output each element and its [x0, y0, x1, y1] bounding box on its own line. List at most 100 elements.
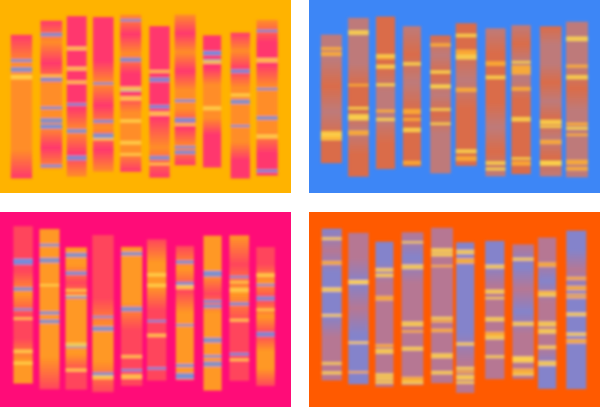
lane-body: [92, 235, 114, 393]
lane-band: [321, 237, 342, 240]
lane-band: [485, 161, 506, 165]
lane-band: [256, 87, 278, 91]
lane: [147, 239, 167, 381]
lane-band: [203, 271, 222, 277]
lane-band: [431, 248, 453, 253]
lane-band: [431, 320, 453, 323]
lane-band: [203, 304, 222, 308]
lane-band: [348, 116, 369, 121]
lane-band: [203, 270, 222, 274]
lane: [149, 26, 170, 178]
lane: [202, 35, 222, 168]
lane: [229, 235, 250, 381]
lane-band: [430, 70, 451, 74]
lane-band: [566, 75, 588, 80]
lane-band: [455, 156, 477, 161]
lane-band: [147, 333, 167, 337]
lane-band: [321, 362, 342, 365]
lane: [485, 28, 506, 177]
lane-band: [538, 361, 557, 366]
lane-body: [511, 25, 531, 175]
lane-band: [566, 36, 588, 42]
lane-band: [120, 57, 142, 62]
lane-body: [65, 247, 87, 390]
lane-band: [539, 119, 562, 125]
lane-band: [203, 337, 222, 343]
lane-band: [348, 107, 369, 110]
lane-band: [65, 296, 87, 299]
lane-band: [511, 61, 531, 64]
lane: [376, 16, 396, 170]
lane-band: [147, 273, 167, 277]
lane-band: [149, 70, 170, 73]
lane-band: [485, 334, 505, 340]
lane-band: [40, 124, 63, 129]
lane-band: [566, 133, 588, 137]
lane-band: [485, 355, 505, 359]
lane-band: [566, 285, 587, 291]
lane-band: [512, 257, 534, 261]
lane: [320, 34, 342, 164]
lane-band: [402, 62, 421, 66]
lane-body: [256, 19, 278, 176]
lane-band: [456, 370, 475, 374]
lane-band: [65, 252, 87, 258]
lane-body: [348, 232, 369, 385]
lane-band: [121, 306, 143, 312]
lane-band: [175, 324, 194, 327]
lane-band: [401, 379, 424, 385]
lane-band: [65, 294, 87, 298]
lane-band: [539, 125, 562, 128]
lane-body: [538, 237, 557, 389]
lane-band: [202, 60, 222, 64]
lane-band: [538, 345, 557, 349]
lane-band: [256, 169, 278, 173]
lane-band: [230, 99, 251, 105]
lane-band: [13, 349, 33, 354]
lane-band: [376, 109, 396, 113]
lane-band: [455, 49, 477, 55]
lane-band: [120, 86, 142, 91]
lane-body: [230, 32, 251, 179]
lane-band: [512, 368, 534, 374]
lane-band: [512, 359, 534, 363]
lane: [566, 21, 588, 178]
lane-band: [566, 332, 587, 336]
lane-band: [321, 260, 342, 265]
lane: [511, 25, 531, 175]
lane-band: [65, 368, 87, 372]
lane-band: [430, 85, 451, 89]
lane: [512, 244, 534, 379]
lane-band: [485, 289, 505, 294]
lane: [66, 16, 87, 177]
lane-body: [175, 245, 194, 381]
lane-body: [566, 21, 588, 178]
lane-body: [147, 239, 167, 381]
lane-band: [175, 375, 194, 379]
lane-band: [348, 280, 369, 284]
lane: [203, 235, 222, 391]
lane-band: [456, 366, 475, 370]
lane-band: [348, 341, 369, 344]
lane-band: [320, 47, 342, 51]
lane-body: [120, 14, 142, 172]
lane-band: [39, 257, 60, 263]
lane-band: [39, 284, 60, 287]
lane-band: [120, 140, 142, 145]
lane: [256, 19, 278, 176]
lane: [92, 17, 114, 172]
lane: [321, 228, 342, 381]
lane-band: [375, 268, 394, 272]
lane-body: [66, 16, 87, 177]
lane-band: [485, 317, 505, 322]
lane-band: [401, 346, 424, 351]
lane-band: [375, 348, 394, 354]
lane-band: [348, 130, 369, 136]
lane-band: [10, 74, 33, 78]
lane-band: [13, 317, 33, 320]
lane: [175, 245, 194, 381]
lane-band: [485, 75, 506, 80]
lane: [430, 35, 451, 174]
lane-band: [256, 58, 278, 63]
